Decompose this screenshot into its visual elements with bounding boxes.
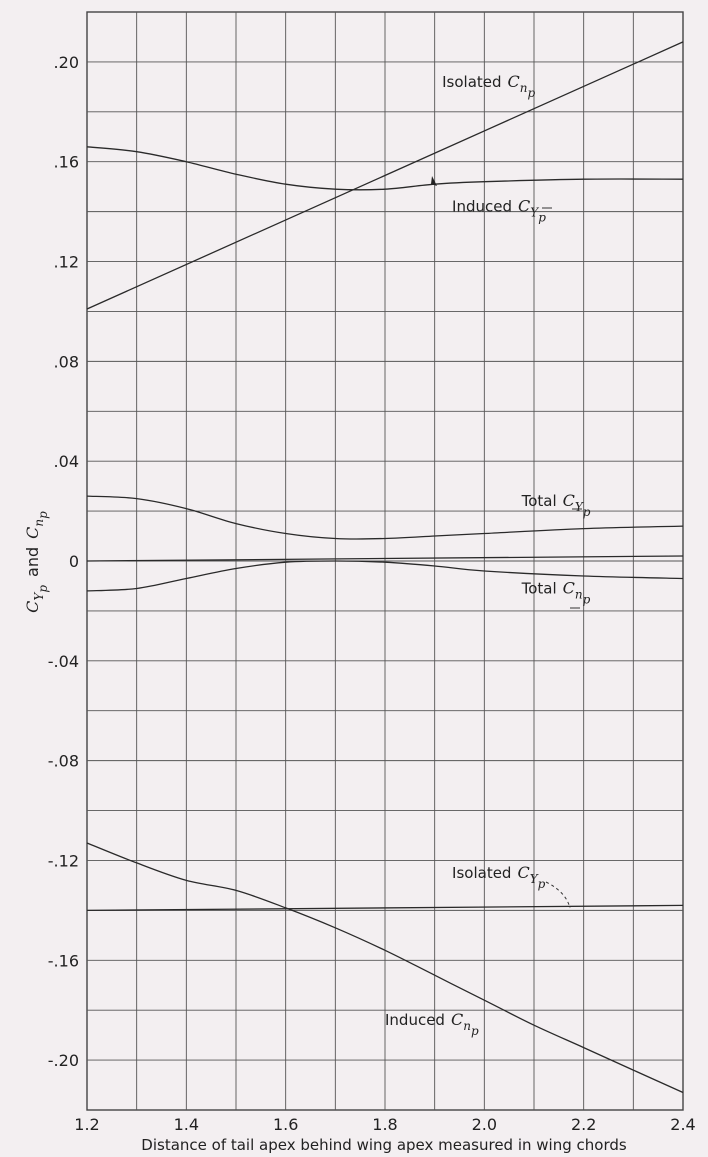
- curve-label-total-cyp: Total CYp: [521, 491, 591, 519]
- y-tick-label: .04: [54, 452, 79, 471]
- curve-label-isolated-cyp: Isolated CYp: [452, 863, 546, 891]
- x-tick-label: 2.4: [670, 1115, 695, 1134]
- y-label-sub2-sub: p: [36, 511, 50, 519]
- y-tick-label: .16: [54, 153, 79, 172]
- isolated-cyp-leader: [545, 881, 571, 909]
- x-tick-label: 1.2: [74, 1115, 99, 1134]
- y-axis-label: CYpandCnp: [23, 511, 50, 613]
- x-tick-label: 2.2: [571, 1115, 596, 1134]
- x-tick-label: 2.0: [472, 1115, 497, 1134]
- series-layer: [86, 41, 684, 1094]
- y-tick-label: -.08: [48, 752, 79, 771]
- y-label-sym1: C: [23, 601, 42, 613]
- curve-label-induced-cnp: Induced Cnp: [385, 1010, 479, 1038]
- curve-label-induced-cyp: Induced CYp: [452, 197, 546, 225]
- y-tick-label: -.04: [48, 652, 79, 671]
- y-tick-label: -.20: [48, 1051, 79, 1070]
- x-tick-label: 1.4: [174, 1115, 199, 1134]
- y-label-sub1-sub: p: [36, 585, 50, 593]
- y-tick-label: .12: [54, 253, 79, 272]
- y-tick-label: -.12: [48, 851, 79, 870]
- x-tick-label: 1.8: [372, 1115, 397, 1134]
- y-label-sub1-main: Y: [32, 592, 46, 601]
- y-tick-label: -.16: [48, 951, 79, 970]
- y-tick-label: .20: [54, 53, 79, 72]
- y-tick-label: .08: [54, 352, 79, 371]
- series-line-zero-line: [86, 555, 684, 562]
- leader-marks: [431, 176, 582, 909]
- induced-cyp-leader-arrow: [431, 176, 437, 186]
- y-label-and: and: [23, 547, 42, 577]
- series-line-total-cnp: [86, 560, 684, 592]
- grid: [86, 11, 684, 1111]
- y-tick-label: 0: [69, 552, 79, 571]
- x-axis-label: Distance of tail apex behind wing apex m…: [141, 1136, 627, 1154]
- y-label-sub2-main: n: [32, 519, 46, 527]
- series-line-isolated-cnp: [86, 41, 684, 310]
- y-label-sym2: C: [23, 527, 42, 539]
- curve-label-isolated-cnp: Isolated Cnp: [442, 72, 535, 100]
- series-line-induced-cyp: [86, 146, 684, 191]
- curve-label-total-cnp: Total Cnp: [521, 578, 591, 606]
- tick-labels: 1.2 1.4 1.6 1.8 2.0 2.2 2.4 .20 .16 .12 .08 .04 0 -.0…: [48, 53, 696, 1134]
- series-line-isolated-cyp: [86, 904, 684, 912]
- curve-labels: Isolated Cnp Induced CYp Total CYp Total Cnp Iso…: [385, 72, 591, 1038]
- series-line-total-cyp: [86, 495, 684, 540]
- series-line-induced-cnp: [86, 842, 684, 1094]
- svg-text:CYpandCnp: CYpandCnp: [23, 511, 50, 613]
- x-tick-label: 1.6: [273, 1115, 298, 1134]
